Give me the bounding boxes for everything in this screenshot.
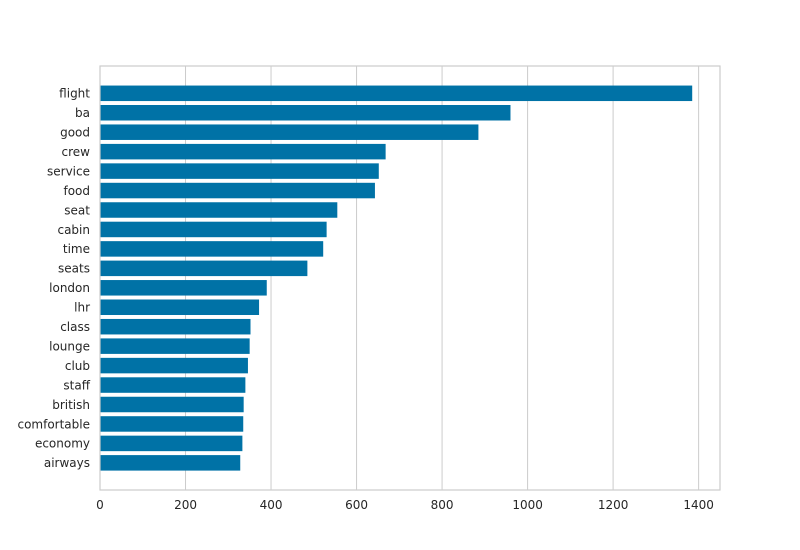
y-tick-labels: flight ba good crew service food seat cabin time…: [17, 87, 90, 471]
bar-class: [100, 318, 251, 335]
plot-frame: [99, 65, 721, 491]
bar-london: [100, 280, 267, 296]
y-tick-label: economy: [35, 437, 90, 451]
bar-airways: [100, 455, 241, 471]
y-tick-label: food: [63, 184, 90, 198]
y-tick-label: seat: [64, 203, 90, 217]
y-tick-label: british: [52, 398, 90, 412]
bar-british: [100, 396, 244, 413]
bar-lhr: [100, 299, 260, 315]
x-tick-label: 1200: [598, 498, 629, 512]
y-tick-label: lhr: [74, 301, 90, 315]
y-tick-label: class: [60, 320, 90, 334]
bars: [100, 85, 693, 471]
bar-lounge: [100, 338, 250, 354]
bar-flight: [100, 85, 693, 102]
y-tick-label: comfortable: [17, 417, 90, 431]
x-tick-label: 0: [96, 498, 104, 512]
bar-good: [100, 124, 479, 140]
y-tick-label: good: [60, 126, 90, 140]
bar-seats: [100, 260, 308, 277]
y-tick-label: lounge: [49, 339, 90, 353]
y-tick-label: cabin: [57, 223, 90, 237]
bar-economy: [100, 435, 243, 452]
x-tick-label: 800: [431, 498, 454, 512]
bar-staff: [100, 377, 246, 393]
y-tick-label: flight: [59, 87, 90, 101]
y-tick-label: staff: [63, 378, 90, 392]
bar-ba: [100, 105, 511, 121]
bar-crew: [100, 143, 386, 160]
x-tick-label: 600: [345, 498, 368, 512]
bar-time: [100, 241, 324, 257]
x-tick-label: 200: [174, 498, 197, 512]
bar-service: [100, 163, 379, 179]
y-tick-label: ba: [75, 106, 90, 120]
bar-cabin: [100, 221, 327, 238]
y-tick-label: london: [49, 281, 90, 295]
y-tick-label: time: [63, 242, 90, 256]
x-tick-label: 400: [260, 498, 283, 512]
y-tick-label: crew: [62, 145, 91, 159]
y-tick-label: seats: [58, 262, 90, 276]
bar-club: [100, 357, 248, 374]
x-tick-label: 1400: [683, 498, 714, 512]
bar-food: [100, 182, 375, 199]
bar-comfortable: [100, 416, 244, 432]
x-tick-labels: 0 200 400 600 800 1000 1200 1400: [96, 498, 714, 512]
y-tick-label: club: [65, 359, 90, 373]
x-tick-label: 1000: [512, 498, 543, 512]
bar-seat: [100, 202, 338, 218]
y-tick-label: service: [47, 164, 90, 178]
y-tick-label: airways: [44, 456, 90, 470]
